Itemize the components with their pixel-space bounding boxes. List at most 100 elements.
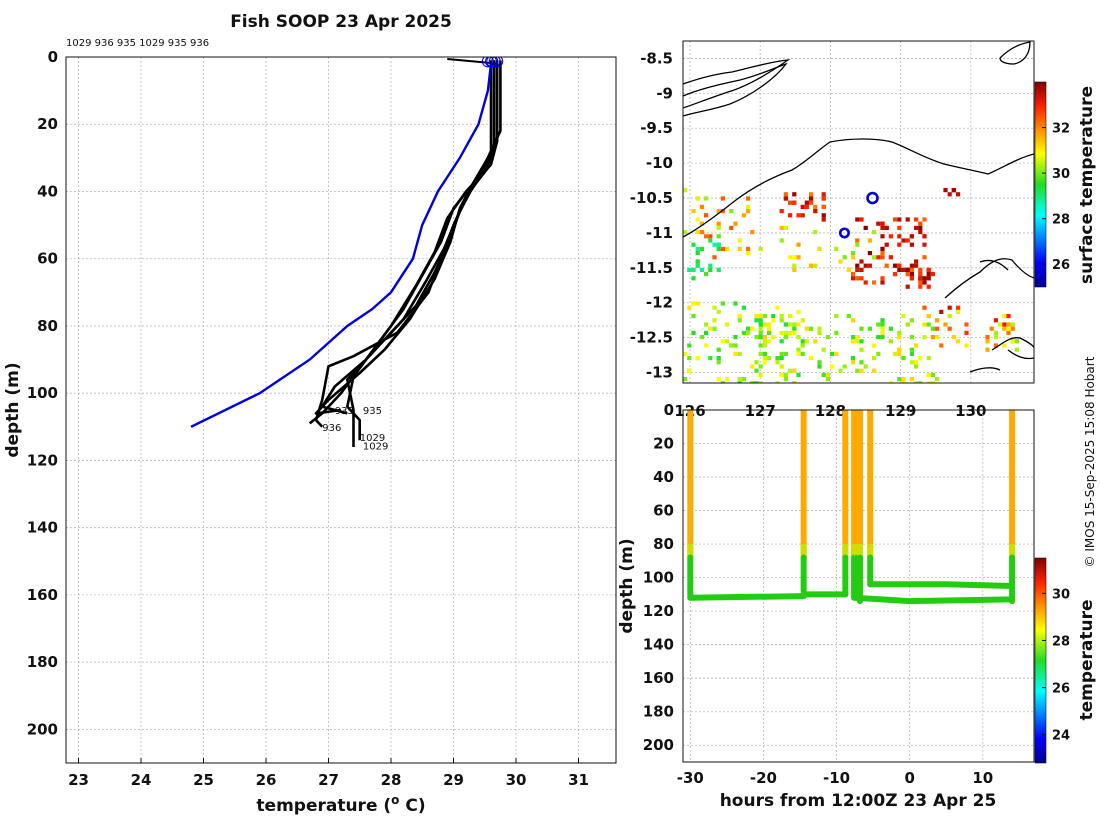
map-sst-pixel-295 bbox=[796, 309, 801, 314]
map-sst-pixel-407 bbox=[859, 390, 863, 394]
map-sst-pixel-377 bbox=[842, 364, 847, 369]
map-sst-pixel-385 bbox=[859, 347, 864, 352]
map-sst-pixel-332 bbox=[762, 343, 767, 348]
map-sst-pixel-28 bbox=[683, 230, 688, 235]
map-y-tick-3: -10 bbox=[646, 154, 673, 172]
map-sst-pixel-479 bbox=[699, 267, 704, 272]
map-sst-pixel-191 bbox=[1006, 326, 1011, 331]
map-sst-pixel-469 bbox=[825, 335, 830, 340]
map-sst-pixel-278 bbox=[683, 351, 688, 356]
map-sst-pixel-348 bbox=[716, 309, 721, 314]
map-sst-pixel-10 bbox=[704, 234, 709, 239]
map-sst-pixel-249 bbox=[704, 322, 709, 327]
map-sst-pixel-183 bbox=[993, 318, 998, 323]
map-sst-pixel-282 bbox=[762, 314, 767, 319]
map-sst-pixel-443 bbox=[876, 335, 881, 340]
map-sst-pixel-138 bbox=[888, 255, 893, 260]
map-sst-pixel-241 bbox=[720, 339, 725, 344]
map-sst-pixel-37 bbox=[695, 196, 700, 201]
map-sst-pixel-390 bbox=[821, 372, 826, 377]
section-x-tick-3: 0 bbox=[904, 769, 914, 787]
profile-y-label: depth (m) bbox=[3, 362, 23, 457]
map-sst-pixel-294 bbox=[666, 385, 670, 389]
map-sst-pixel-263 bbox=[741, 377, 746, 382]
map-sst-pixel-432 bbox=[809, 356, 814, 361]
map-sst-pixel-16 bbox=[746, 251, 751, 256]
map-sst-pixel-99 bbox=[880, 221, 885, 226]
map-sst-pixel-178 bbox=[1006, 322, 1011, 327]
map-sst-pixel-217 bbox=[675, 364, 679, 368]
map-sst-pixel-51 bbox=[796, 213, 801, 218]
map-sst-pixel-151 bbox=[922, 276, 927, 281]
map-sst-pixel-360 bbox=[783, 335, 788, 340]
map-sst-pixel-257 bbox=[666, 352, 670, 356]
map-sst-pixel-438 bbox=[859, 360, 864, 365]
map-sst-pixel-158 bbox=[905, 284, 910, 289]
map-sst-pixel-316 bbox=[737, 377, 742, 382]
map-sst-pixel-373 bbox=[909, 360, 914, 365]
map-sst-pixel-382 bbox=[775, 360, 780, 365]
map-sst-pixel-40 bbox=[809, 192, 814, 197]
map-sst-pixel-352 bbox=[712, 326, 717, 331]
profile-y-tick-1: 20 bbox=[37, 115, 58, 133]
map-sst-pixel-493 bbox=[708, 238, 713, 243]
map-sst-pixel-477 bbox=[691, 276, 696, 281]
section-axes-frame bbox=[682, 409, 1035, 763]
map-sst-pixel-235 bbox=[679, 385, 683, 389]
map-sst-pixel-25 bbox=[695, 217, 700, 222]
map-sst-pixel-289 bbox=[779, 330, 784, 335]
map-sst-pixel-490 bbox=[716, 242, 721, 247]
map-sst-pixel-384 bbox=[779, 318, 784, 323]
map-sst-pixel-454 bbox=[771, 318, 776, 323]
map-sst-pixel-347 bbox=[670, 314, 674, 318]
map-sst-pixel-389 bbox=[834, 314, 839, 319]
map-sst-pixel-14 bbox=[679, 238, 683, 242]
map-sst-pixel-365 bbox=[792, 385, 796, 389]
map-sst-pixel-292 bbox=[675, 381, 679, 385]
map-sst-pixel-49 bbox=[821, 196, 826, 201]
map-sst-pixel-111 bbox=[859, 259, 864, 264]
map-sst-pixel-280 bbox=[779, 339, 784, 344]
map-sst-pixel-45 bbox=[813, 204, 818, 209]
map-sst-pixel-136 bbox=[909, 267, 914, 272]
map-sst-pixel-81 bbox=[897, 242, 902, 247]
map-sst-pixel-396 bbox=[888, 339, 893, 344]
map-sst-pixel-358 bbox=[880, 322, 885, 327]
map-sst-pixel-72 bbox=[893, 217, 898, 222]
map-sst-pixel-267 bbox=[754, 385, 758, 389]
map-x-tick-1: 127 bbox=[745, 402, 776, 420]
map-sst-pixel-185 bbox=[998, 322, 1003, 327]
map-colorbar-tick-2: 30 bbox=[1052, 167, 1070, 182]
map-sst-pixel-90 bbox=[901, 238, 906, 243]
map-sst-pixel-517 bbox=[783, 225, 788, 230]
map-sst-pixel-327 bbox=[767, 330, 772, 335]
map-sst-pixel-495 bbox=[792, 255, 797, 260]
map-sst-pixel-296 bbox=[792, 322, 797, 327]
map-sst-pixel-154 bbox=[922, 280, 927, 285]
map-sst-pixel-461 bbox=[754, 314, 759, 319]
profile-y-tick-7: 140 bbox=[27, 519, 58, 537]
section-y-tick-10: 200 bbox=[643, 736, 674, 754]
section-panel: 0 20 40 60 80 100 120 140 160 180 200 -30 -20 -10 0 10… bbox=[617, 401, 1097, 811]
map-sst-pixel-245 bbox=[762, 339, 767, 344]
map-sst-pixel-96 bbox=[863, 263, 868, 268]
map-sst-pixel-412 bbox=[901, 377, 906, 382]
map-sst-pixel-180 bbox=[1002, 322, 1007, 327]
map-sst-pixel-325 bbox=[779, 314, 784, 319]
map-sst-pixel-453 bbox=[855, 339, 860, 344]
map-y-tick-5: -11 bbox=[646, 224, 673, 242]
map-sst-pixel-357 bbox=[880, 330, 885, 335]
map-sst-pixel-109 bbox=[855, 238, 860, 243]
map-sst-pixel-375 bbox=[872, 356, 877, 361]
map-sst-pixel-425 bbox=[926, 372, 931, 377]
map-sst-pixel-433 bbox=[796, 390, 800, 394]
section-casts bbox=[687, 410, 1016, 605]
map-sst-pixel-116 bbox=[867, 263, 872, 268]
section-y-tick-2: 40 bbox=[653, 468, 674, 486]
map-sst-pixel-129 bbox=[893, 272, 898, 277]
profile-end-label-0: 935 bbox=[335, 406, 354, 417]
map-sst-pixel-346 bbox=[720, 301, 725, 306]
map-sst-pixel-137 bbox=[905, 238, 910, 243]
map-sst-pixel-414 bbox=[867, 326, 872, 331]
map-sst-pixel-247 bbox=[725, 322, 730, 327]
